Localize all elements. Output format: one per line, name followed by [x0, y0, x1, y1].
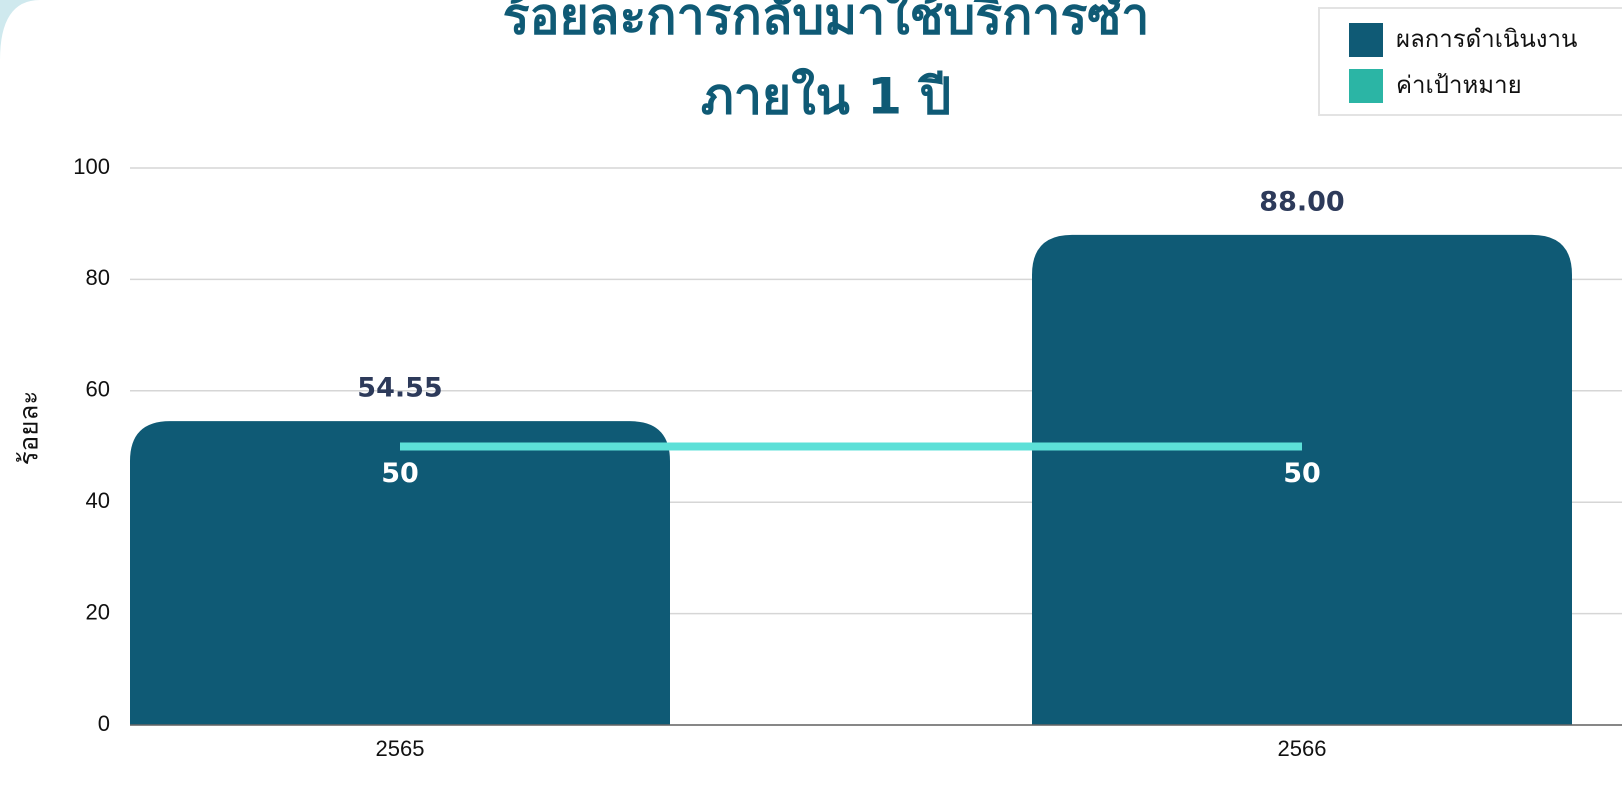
y-tick-label: 100 — [73, 154, 110, 179]
y-axis-label: ร้อยละ — [15, 391, 45, 466]
chart-title: ภายใน 1 ปี — [701, 68, 951, 126]
x-tick-label: 2566 — [1278, 736, 1327, 761]
frame-corner — [0, 0, 40, 60]
chart-title: ร้อยละการกลับมาใช้บริการซ้ำ — [503, 0, 1150, 46]
data-label: 50 — [1283, 458, 1321, 489]
legend-swatch — [1349, 23, 1383, 57]
y-tick-label: 60 — [86, 377, 110, 402]
y-tick-label: 20 — [86, 599, 110, 624]
y-tick-label: 0 — [98, 711, 110, 736]
bar — [130, 421, 670, 725]
data-label: 50 — [381, 458, 419, 489]
y-tick-label: 80 — [86, 265, 110, 290]
y-tick-label: 40 — [86, 488, 110, 513]
data-label: 88.00 — [1259, 186, 1344, 217]
x-tick-label: 2565 — [376, 736, 425, 761]
legend-label: ค่าเป้าหมาย — [1396, 71, 1522, 99]
data-label: 54.55 — [357, 373, 442, 404]
legend-label: ผลการดำเนินงาน — [1396, 25, 1577, 53]
legend-swatch — [1349, 69, 1383, 103]
bar — [1032, 234, 1572, 725]
